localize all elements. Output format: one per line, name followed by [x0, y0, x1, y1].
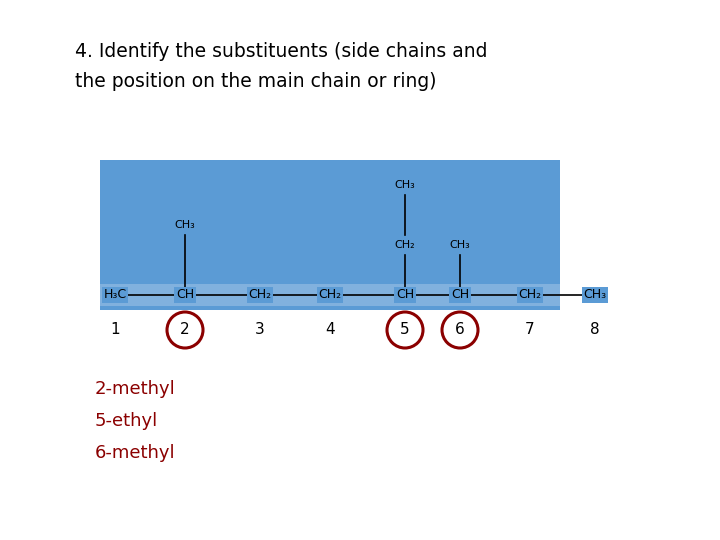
Text: CH: CH [451, 288, 469, 301]
Text: CH₃: CH₃ [395, 180, 415, 190]
Text: 3: 3 [255, 322, 265, 338]
Text: CH₂: CH₂ [318, 288, 341, 301]
Text: 8: 8 [590, 322, 600, 338]
FancyBboxPatch shape [100, 160, 560, 310]
Text: 5: 5 [400, 322, 410, 338]
Text: CH₃: CH₃ [583, 288, 606, 301]
FancyBboxPatch shape [100, 284, 560, 306]
Text: 4. Identify the substituents (side chains and: 4. Identify the substituents (side chain… [75, 42, 487, 61]
Text: 5-ethyl: 5-ethyl [95, 412, 158, 430]
Text: H₃C: H₃C [104, 288, 127, 301]
Text: 4: 4 [325, 322, 335, 338]
Text: CH: CH [396, 288, 414, 301]
Text: 6: 6 [455, 322, 465, 338]
Text: CH₃: CH₃ [175, 220, 195, 230]
Text: CH₂: CH₂ [395, 240, 415, 250]
Text: the position on the main chain or ring): the position on the main chain or ring) [75, 72, 436, 91]
Text: CH₃: CH₃ [449, 240, 470, 250]
Text: 7: 7 [525, 322, 535, 338]
Text: CH: CH [176, 288, 194, 301]
Text: CH₂: CH₂ [518, 288, 541, 301]
Text: 2: 2 [180, 322, 190, 338]
Text: 2-methyl: 2-methyl [95, 380, 176, 398]
Text: CH₂: CH₂ [248, 288, 271, 301]
Text: 6-methyl: 6-methyl [95, 444, 176, 462]
Text: 1: 1 [110, 322, 120, 338]
